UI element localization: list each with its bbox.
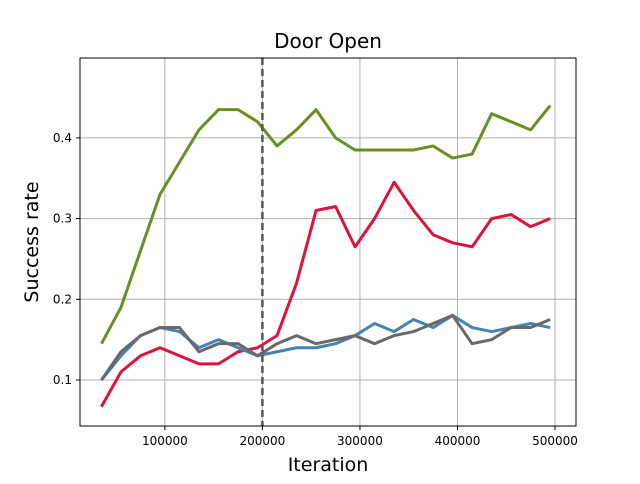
x-tick-label: 300000 (337, 434, 383, 448)
x-tick-label: 100000 (142, 434, 188, 448)
series-line (100, 313, 551, 381)
y-tick-label: 0.3 (53, 212, 72, 226)
series-line (100, 313, 551, 381)
plot-frame (79, 57, 577, 427)
y-tick-label: 0.1 (53, 373, 72, 387)
series-line (100, 104, 552, 345)
x-tick-label: 400000 (435, 434, 481, 448)
x-axis-label: Iteration (288, 454, 369, 476)
series-line (100, 180, 551, 408)
x-tick-label: 500000 (532, 434, 578, 448)
y-axis-label: Success rate (21, 181, 43, 302)
chart-title: Door Open (274, 29, 382, 53)
x-tick-label: 200000 (239, 434, 285, 448)
y-tick-label: 0.2 (53, 292, 72, 306)
y-tick-label: 0.4 (53, 131, 72, 145)
